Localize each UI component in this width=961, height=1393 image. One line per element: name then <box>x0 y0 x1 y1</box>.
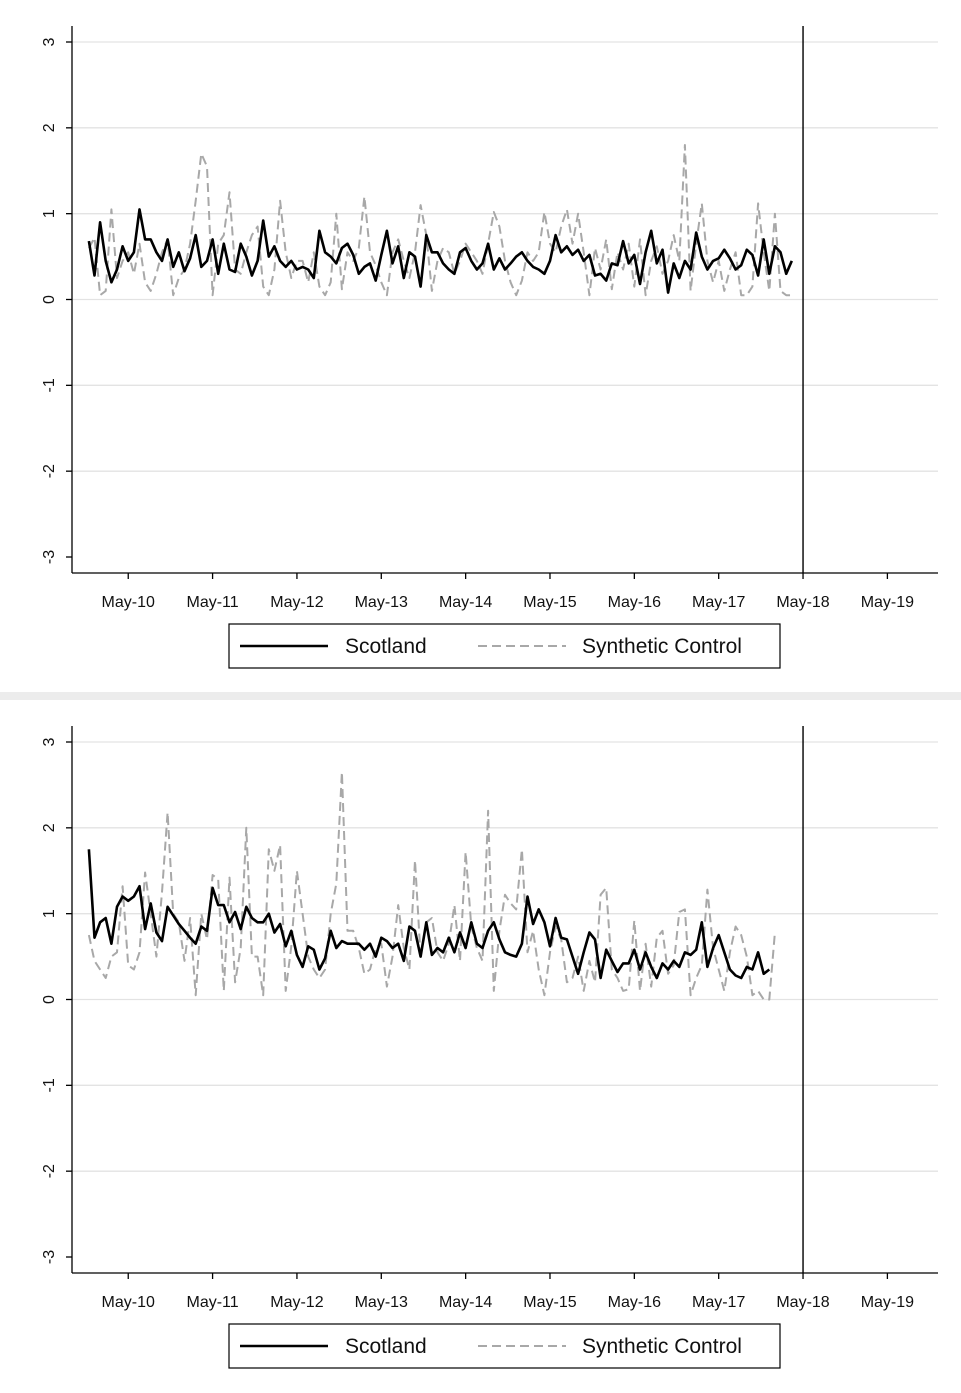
legend-label: Scotland <box>345 1335 427 1358</box>
x-tick-label: May-19 <box>861 594 914 611</box>
gridlines <box>72 41 938 472</box>
y-tick-label: 1 <box>41 909 58 918</box>
x-tick-label: May-11 <box>186 1294 238 1311</box>
x-tick-label: May-12 <box>270 594 323 611</box>
x-tick-label: May-11 <box>186 594 238 611</box>
x-tick-label: May-15 <box>523 1294 576 1311</box>
legend: Scotland Synthetic Control <box>228 1323 781 1369</box>
x-tick-label: May-19 <box>861 1294 914 1311</box>
chart-bottom: -3 -2 -1 0 1 2 3 May-10 May-11 May-12 May-13 May-14… <box>41 726 938 1369</box>
legend-label: Scotland <box>345 635 427 658</box>
legend-label: Synthetic Control <box>582 635 742 658</box>
x-tick-label: May-10 <box>102 1294 155 1311</box>
series-line-synthetic-control <box>87 771 776 1001</box>
series-line-scotland <box>87 849 771 980</box>
y-tick-label: 3 <box>41 37 58 46</box>
x-tick-label: May-12 <box>270 1294 323 1311</box>
legend-label: Synthetic Control <box>582 1335 742 1358</box>
series-line-scotland <box>87 208 793 294</box>
series-line-synthetic-control <box>88 144 792 297</box>
chart-top: -3 -2 -1 0 1 2 3 May-10 May-11 May-12 May-13 May-14… <box>41 26 938 669</box>
y-tick-label: 0 <box>41 295 58 304</box>
x-tick-label: May-13 <box>355 594 408 611</box>
x-tick-label: May-18 <box>776 1294 829 1311</box>
x-tick-label: May-17 <box>692 1294 745 1311</box>
y-tick-label: 3 <box>41 737 58 746</box>
y-tick-label: -3 <box>41 550 58 564</box>
chart-panel-top: -3 -2 -1 0 1 2 3 May-10 May-11 May-12 May-13 May-14… <box>0 0 961 692</box>
y-tick-label: -3 <box>41 1250 58 1264</box>
x-tick-label: May-15 <box>523 594 576 611</box>
y-tick-label: 0 <box>41 995 58 1004</box>
x-tick-label: May-14 <box>439 1294 492 1311</box>
y-tick-label: 2 <box>41 123 58 132</box>
y-tick-label: -2 <box>41 1164 58 1178</box>
y-tick-label: -1 <box>41 1078 58 1092</box>
x-tick-label: May-16 <box>608 594 661 611</box>
y-tick-label: -1 <box>41 378 58 392</box>
x-tick-label: May-18 <box>776 594 829 611</box>
x-tick-label: May-14 <box>439 594 492 611</box>
chart-panel-bottom: -3 -2 -1 0 1 2 3 May-10 May-11 May-12 May-13 May-14… <box>0 700 961 1393</box>
x-tick-label: May-10 <box>102 594 155 611</box>
y-tick-label: 1 <box>41 209 58 218</box>
y-tick-label: 2 <box>41 823 58 832</box>
x-tick-label: May-13 <box>355 1294 408 1311</box>
x-tick-label: May-16 <box>608 1294 661 1311</box>
x-tick-label: May-17 <box>692 594 745 611</box>
y-tick-label: -2 <box>41 464 58 478</box>
legend: Scotland Synthetic Control <box>228 623 781 669</box>
gridlines <box>72 741 938 1172</box>
